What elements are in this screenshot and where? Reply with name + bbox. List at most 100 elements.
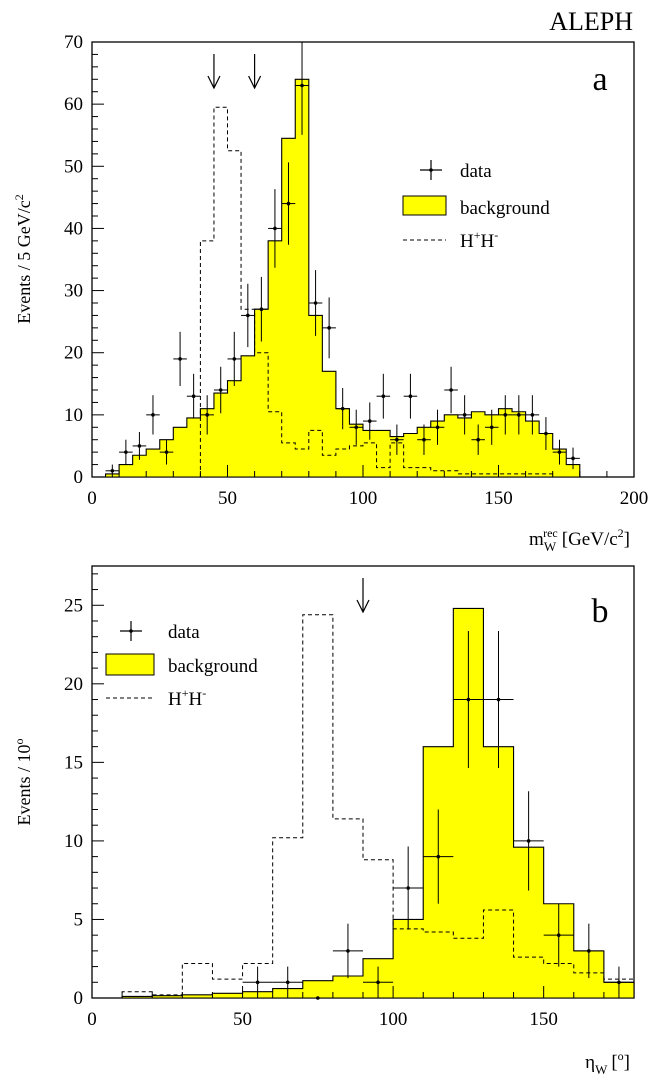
data-marker: [381, 394, 386, 399]
data-point: [498, 395, 513, 435]
data-point: [471, 424, 485, 455]
data-point: [295, 42, 309, 135]
data-point: [483, 631, 514, 769]
cut-arrows: [207, 54, 262, 90]
y-axis-title: Events / 5 GeV/c2: [12, 194, 34, 323]
panel-label-b: b: [592, 593, 609, 630]
data-marker: [449, 388, 453, 392]
data-point: [453, 631, 484, 769]
data-point: [308, 270, 323, 336]
data-marker: [124, 450, 128, 454]
y-tick-label: 60: [64, 94, 83, 115]
data-point: [302, 996, 333, 1000]
data-point: [268, 189, 282, 268]
data-marker: [313, 301, 318, 305]
data-marker: [406, 886, 410, 890]
data-point: [543, 903, 574, 967]
data-point: [376, 373, 391, 419]
legend: data background H+H-: [105, 621, 258, 710]
data-point: [513, 791, 544, 891]
data-marker: [617, 980, 621, 985]
data-point: [484, 409, 499, 445]
data-point: [403, 373, 418, 419]
y-tick-label: 30: [64, 281, 83, 302]
panel-a: 0 50 100 150 200 0 10 20 30 40 50 60 70 a Events / 5…: [12, 32, 648, 554]
data-point: [393, 846, 424, 930]
data-marker: [557, 450, 562, 454]
data-point: [512, 395, 526, 435]
data-marker: [255, 980, 260, 985]
data-point: [430, 409, 445, 445]
signal-line: [199, 106, 580, 478]
data-marker: [164, 450, 169, 454]
data-point: [390, 424, 404, 455]
background-histogram: [92, 78, 634, 478]
data-marker: [340, 406, 345, 411]
data-marker: [178, 357, 182, 361]
data-point: [105, 464, 120, 477]
data-point: [332, 923, 363, 979]
down-arrow-icon: [356, 578, 370, 614]
data-point: [173, 331, 187, 387]
data-point: [552, 439, 567, 465]
data-point: [159, 439, 174, 465]
legend-signal-label: H+H-: [168, 686, 206, 710]
data-marker: [544, 431, 548, 436]
legend-background-label: background: [460, 198, 550, 219]
data-marker: [259, 307, 264, 312]
data-point: [363, 966, 394, 998]
y-tick-label: 20: [64, 674, 83, 695]
legend-data-label: data: [168, 622, 200, 643]
arrow-head: [248, 75, 262, 90]
x-tick-label: 100: [349, 488, 378, 509]
x-tick-label: 50: [233, 1009, 252, 1030]
data-point: [146, 395, 160, 435]
data-marker: [376, 980, 380, 985]
data-marker: [466, 697, 471, 702]
data-marker: [218, 388, 223, 392]
data-marker: [435, 425, 440, 430]
data-marker: [232, 357, 237, 361]
data-marker: [517, 413, 521, 417]
experiment-label: ALEPH: [549, 7, 633, 36]
panel-label-a: a: [592, 61, 607, 98]
data-marker: [246, 313, 250, 318]
data-marker: [395, 437, 399, 442]
legend-background-swatch: [105, 653, 155, 676]
y-tick-label: 25: [64, 595, 83, 616]
x-tick-label: 100: [379, 1009, 408, 1030]
data-marker: [367, 419, 372, 423]
data-marker: [346, 949, 350, 953]
x-tick-label: 200: [620, 488, 649, 509]
plot-frame: [91, 41, 635, 478]
data-point: [525, 395, 540, 435]
data-marker: [436, 854, 441, 859]
legend-data-marker: [120, 621, 142, 641]
y-tick-label: 70: [64, 32, 83, 53]
y-tick-label: 10: [64, 405, 83, 426]
data-point: [423, 809, 454, 904]
y-tick-label: 5: [74, 909, 84, 930]
data-point: [603, 966, 634, 998]
signal-line: [92, 614, 635, 999]
data-point: [539, 417, 553, 450]
data-point: [254, 276, 269, 342]
data-marker: [526, 839, 531, 843]
data-marker: [571, 456, 575, 461]
data-marker: [137, 444, 142, 448]
axis-ticks: 0 50 100 150 0 5 10 15 20 25: [64, 573, 635, 1030]
down-arrow-icon: [248, 54, 262, 90]
legend-background-label: background: [168, 656, 258, 677]
axis-ticks: 0 50 100 150 200 0 10 20 30 40 50 60 70: [64, 32, 648, 509]
data-point: [242, 966, 273, 998]
signal-histogram: [199, 106, 580, 478]
data-points: [242, 631, 634, 1000]
data-point: [322, 297, 336, 359]
data-point: [119, 439, 133, 465]
data-point: [444, 366, 458, 414]
background-bars: [92, 607, 635, 999]
legend: data background H+H-: [402, 160, 550, 252]
data-point: [241, 283, 255, 348]
data-marker: [327, 326, 331, 330]
